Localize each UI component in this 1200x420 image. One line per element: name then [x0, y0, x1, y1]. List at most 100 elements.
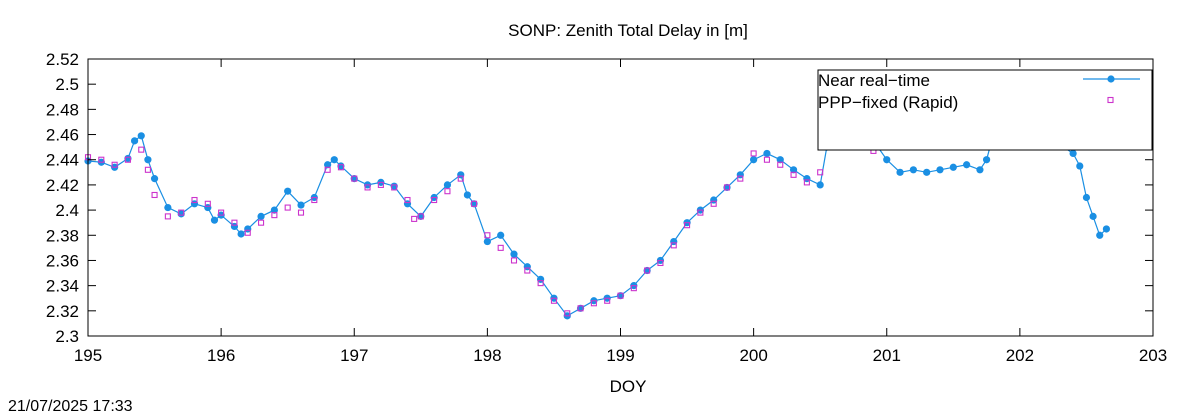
data-point — [710, 200, 717, 207]
data-point — [297, 201, 305, 209]
y-tick-label: 2.38 — [46, 226, 79, 245]
data-point — [144, 156, 152, 164]
data-point — [431, 196, 438, 204]
data-point — [324, 161, 332, 169]
data-point — [191, 196, 198, 204]
data-point — [817, 169, 824, 176]
data-point — [1076, 162, 1084, 170]
data-point — [737, 175, 744, 182]
x-tick-label: 199 — [606, 346, 634, 365]
data-point — [364, 184, 371, 191]
data-point — [1082, 193, 1091, 202]
data-point — [763, 156, 770, 163]
data-point — [483, 237, 491, 246]
data-point — [777, 161, 784, 168]
data-point — [271, 212, 278, 219]
data-point — [1096, 231, 1104, 239]
data-point — [244, 229, 251, 236]
y-tick-label: 2.3 — [55, 327, 79, 346]
x-tick-label: 196 — [207, 346, 235, 365]
data-point — [404, 196, 411, 204]
data-point — [590, 300, 597, 307]
x-tick-label: 197 — [340, 346, 368, 365]
data-point — [883, 156, 891, 164]
data-point — [470, 200, 478, 208]
data-point — [417, 212, 425, 220]
data-point — [137, 132, 145, 140]
data-point — [644, 267, 651, 274]
data-point — [1102, 225, 1111, 233]
data-point — [524, 267, 531, 274]
chart-title: SONP: Zenith Total Delay in [m] — [508, 21, 748, 40]
data-point — [284, 204, 291, 211]
data-point — [936, 166, 944, 174]
data-point — [776, 156, 784, 164]
data-point — [284, 187, 292, 195]
data-point — [604, 297, 611, 304]
data-point — [138, 146, 145, 153]
data-point — [377, 181, 384, 188]
data-point — [763, 149, 771, 158]
footer-timestamp: 21/07/2025 17:33 — [8, 398, 133, 415]
legend-marker-near-real-time — [1107, 75, 1115, 83]
data-point — [297, 209, 305, 216]
data-point — [484, 232, 491, 239]
data-point — [630, 285, 637, 292]
y-tick-label: 2.46 — [46, 126, 79, 145]
x-tick-label: 203 — [1139, 346, 1167, 365]
data-point — [1069, 149, 1077, 158]
data-point — [896, 168, 904, 176]
data-point — [330, 156, 338, 164]
data-point — [257, 212, 265, 220]
data-point — [723, 183, 731, 192]
x-tick-label: 202 — [1006, 346, 1034, 365]
data-point — [350, 175, 358, 183]
data-point — [909, 166, 917, 174]
data-point — [237, 230, 245, 238]
data-point — [444, 188, 451, 195]
data-point — [616, 292, 625, 300]
data-point — [337, 164, 344, 171]
data-point — [510, 257, 518, 264]
data-point — [723, 184, 731, 191]
data-point — [351, 175, 358, 182]
data-point — [657, 259, 664, 267]
data-point — [816, 181, 824, 189]
y-tick-label: 2.32 — [46, 302, 79, 321]
data-point — [391, 184, 398, 191]
y-tick-label: 2.44 — [46, 151, 79, 170]
data-point — [923, 168, 931, 176]
data-point — [510, 250, 518, 258]
x-tick-label: 198 — [473, 346, 501, 365]
data-point — [471, 200, 478, 207]
data-point — [457, 175, 464, 182]
data-point — [337, 162, 345, 170]
data-point — [164, 213, 171, 220]
data-point — [258, 219, 265, 226]
data-point — [750, 150, 757, 157]
data-point — [982, 156, 991, 164]
data-point — [803, 179, 810, 186]
y-axis-ticks: 2.3 2.32 2.34 2.36 2.38 2.4 2.42 2.44 2.46 2.48 2.… — [46, 50, 1153, 346]
data-point — [790, 171, 797, 178]
y-tick-label: 2.48 — [46, 100, 79, 119]
legend: Near real−time PPP−fixed (Rapid) — [817, 69, 1153, 151]
data-point — [177, 210, 185, 218]
data-point — [390, 182, 398, 190]
data-point — [617, 292, 624, 299]
data-point — [684, 222, 691, 229]
data-point — [151, 191, 158, 199]
data-point — [443, 181, 452, 189]
y-tick-label: 2.52 — [46, 50, 79, 69]
legend-box — [817, 69, 1153, 151]
y-tick-label: 2.34 — [46, 277, 79, 296]
data-point — [124, 154, 132, 163]
data-point — [411, 215, 418, 222]
data-point — [124, 156, 131, 163]
data-point — [1089, 212, 1097, 220]
legend-label-ppp-fixed: PPP−fixed (Rapid) — [818, 93, 958, 112]
data-point — [789, 166, 798, 174]
data-point — [270, 206, 278, 214]
data-point — [210, 216, 219, 224]
data-point — [164, 203, 172, 212]
